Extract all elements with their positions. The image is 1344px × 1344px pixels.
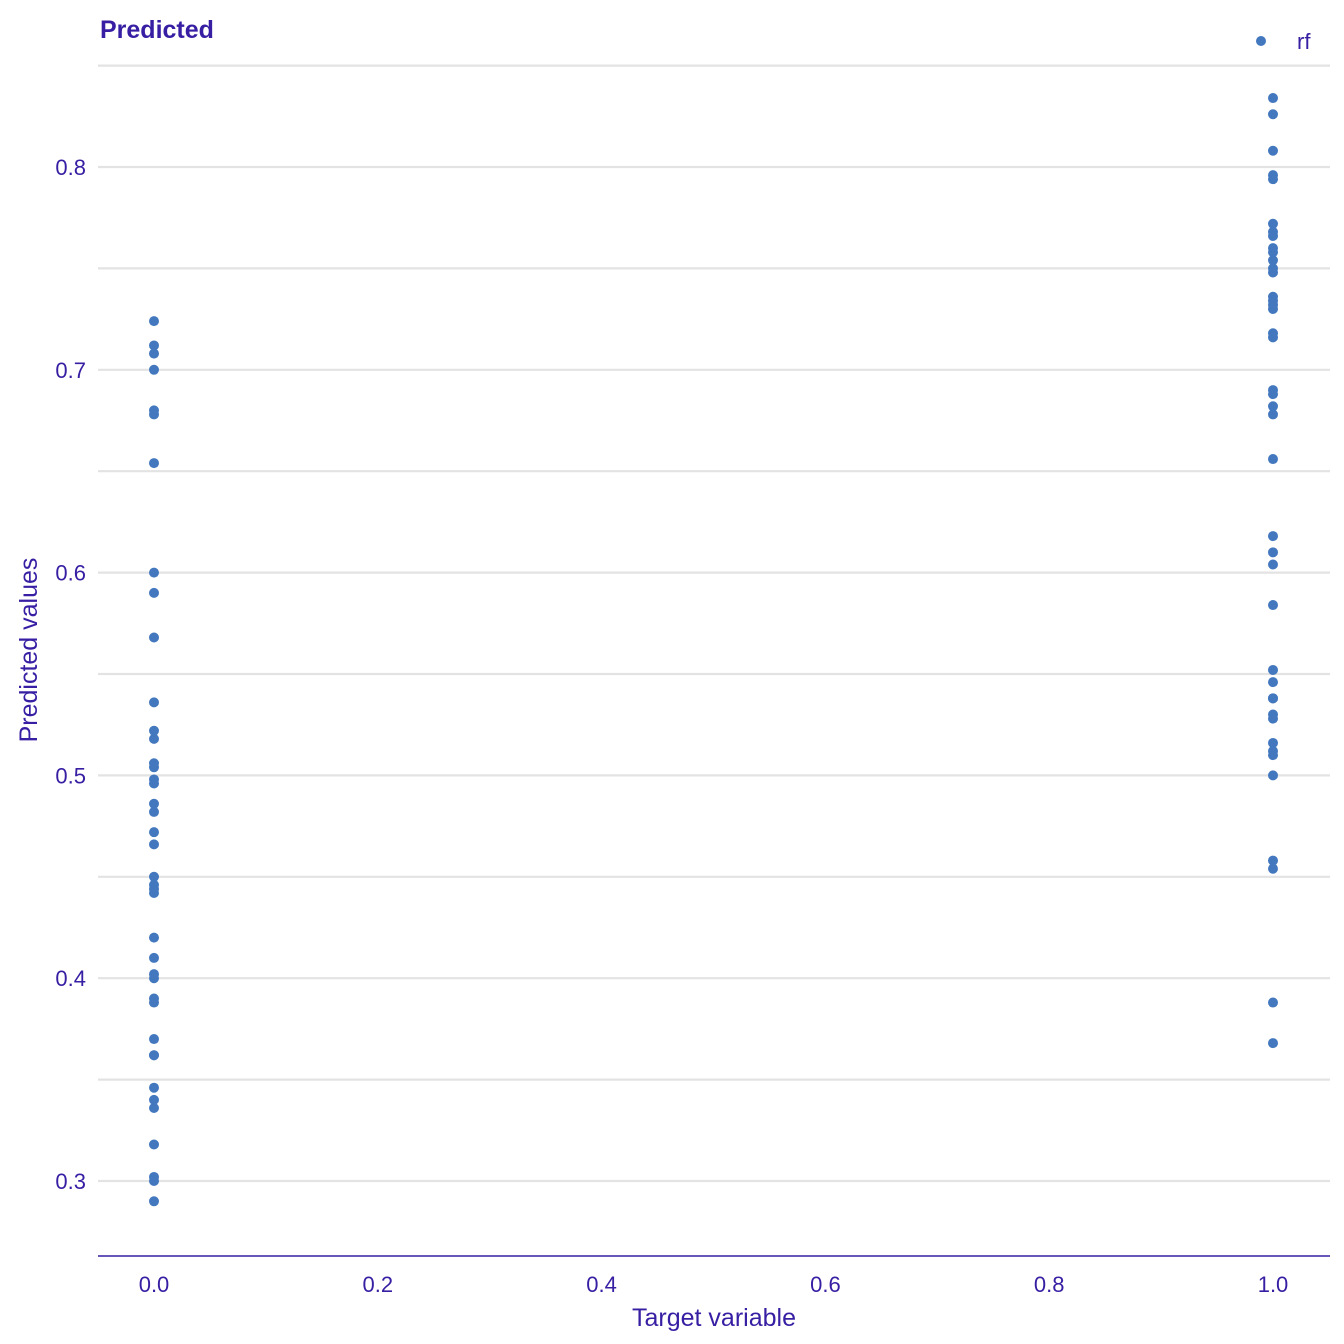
data-point	[1268, 332, 1278, 343]
x-axis-label: Target variable	[632, 1304, 796, 1332]
data-point	[149, 632, 159, 643]
data-point	[149, 1034, 159, 1045]
data-point	[149, 997, 159, 1008]
data-point	[1268, 664, 1278, 675]
data-point	[149, 1139, 159, 1150]
data-point	[149, 871, 159, 882]
data-point	[149, 1094, 159, 1105]
data-point	[1268, 863, 1278, 874]
data-point	[149, 1050, 159, 1061]
gridlines	[98, 64, 1330, 1183]
x-tick-labels: 0.0 0.2 0.4 0.6 0.8 1.0	[139, 1272, 1289, 1297]
data-point	[1268, 174, 1278, 185]
data-point	[1268, 770, 1278, 781]
data-point	[1268, 750, 1278, 761]
y-tick-label: 0.6	[55, 561, 86, 586]
data-point	[1268, 255, 1278, 266]
data-point	[149, 733, 159, 744]
data-point	[1268, 109, 1278, 120]
data-point	[1268, 454, 1278, 465]
x-tick-label: 0.2	[363, 1272, 394, 1297]
data-point	[149, 316, 159, 327]
data-point	[1268, 247, 1278, 258]
data-point	[149, 888, 159, 899]
y-tick-label: 0.7	[55, 358, 86, 383]
data-point	[149, 932, 159, 943]
data-point	[1268, 559, 1278, 570]
y-tick-label: 0.4	[55, 966, 86, 991]
data-point	[149, 973, 159, 984]
data-point	[1268, 218, 1278, 229]
data-point	[149, 1102, 159, 1113]
data-point	[149, 1082, 159, 1093]
x-tick-label: 0.4	[586, 1272, 617, 1297]
data-point	[1268, 677, 1278, 688]
data-point	[1268, 230, 1278, 241]
legend: rf	[1256, 29, 1311, 54]
data-point	[149, 827, 159, 838]
data-point	[1268, 401, 1278, 412]
data-point	[1268, 267, 1278, 278]
data-point	[149, 762, 159, 773]
data-point	[149, 587, 159, 598]
data-point	[149, 697, 159, 708]
data-point	[1268, 600, 1278, 611]
x-tick-label: 1.0	[1258, 1272, 1289, 1297]
data-point	[1268, 389, 1278, 400]
data-point	[1268, 93, 1278, 104]
data-point	[149, 1196, 159, 1207]
data-point	[1268, 997, 1278, 1008]
chart-title: Predicted	[100, 16, 214, 44]
data-point	[149, 567, 159, 578]
data-point	[149, 348, 159, 359]
data-point	[149, 458, 159, 469]
data-point	[149, 806, 159, 817]
data-point	[1268, 737, 1278, 748]
data-point	[1268, 547, 1278, 558]
y-tick-labels: 0.3 0.4 0.5 0.6 0.7 0.8	[55, 155, 86, 1194]
data-point	[1268, 531, 1278, 542]
data-point	[149, 952, 159, 963]
data-point	[1268, 145, 1278, 156]
data-point	[149, 839, 159, 850]
data-point	[149, 364, 159, 375]
legend-marker-rf	[1256, 36, 1266, 46]
data-point	[1268, 693, 1278, 704]
data-point	[1268, 303, 1278, 314]
x-tick-label: 0.8	[1034, 1272, 1065, 1297]
data-point	[1268, 1038, 1278, 1049]
y-tick-label: 0.5	[55, 763, 86, 788]
data-point	[149, 340, 159, 351]
data-point	[149, 725, 159, 736]
data-point	[1268, 855, 1278, 866]
y-axis-label: Predicted values	[15, 558, 43, 743]
data-point	[149, 778, 159, 789]
x-tick-label: 0.6	[810, 1272, 841, 1297]
data-point	[149, 798, 159, 809]
y-tick-label: 0.8	[55, 155, 86, 180]
data-point	[1268, 713, 1278, 724]
y-tick-label: 0.3	[55, 1169, 86, 1194]
data-point	[149, 1176, 159, 1186]
data-point	[1268, 409, 1278, 420]
x-tick-label: 0.0	[139, 1272, 170, 1297]
data-point	[149, 409, 159, 420]
data-points	[149, 93, 1278, 1207]
legend-label-rf: rf	[1297, 29, 1311, 54]
